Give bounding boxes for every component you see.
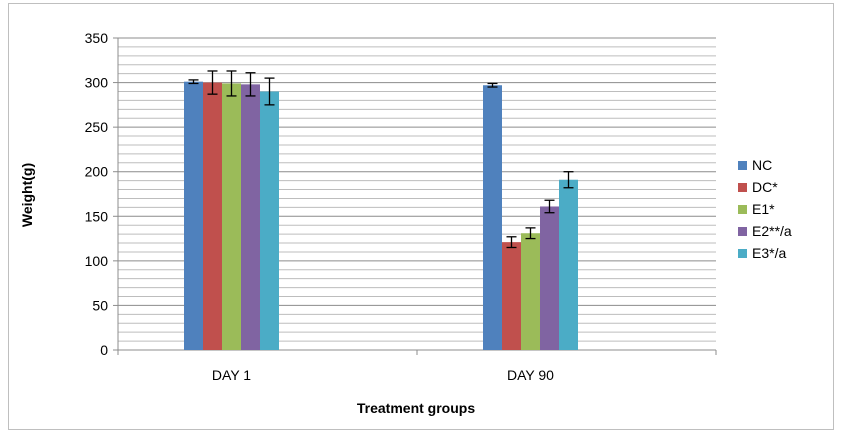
legend: NC DC* E1* E2**/a E3*/a — [738, 157, 792, 261]
y-tick-label: 150 — [85, 208, 109, 224]
x-tick-label: DAY 90 — [507, 367, 554, 383]
legend-label: DC* — [752, 179, 778, 195]
bar — [222, 83, 241, 350]
bar — [203, 82, 222, 351]
legend-swatch — [738, 183, 747, 192]
y-tick-label: 100 — [85, 253, 109, 269]
bar — [483, 85, 502, 350]
x-axis-ticks: DAY 1 DAY 90 — [117, 350, 717, 383]
legend-swatch — [738, 227, 747, 236]
x-axis-title: Treatment groups — [357, 400, 475, 416]
legend-label: E1* — [752, 201, 775, 217]
bar — [260, 91, 279, 350]
bar — [241, 84, 260, 351]
legend-label: E3*/a — [752, 245, 786, 261]
x-tick-label: DAY 1 — [212, 367, 251, 383]
y-tick-label: 250 — [85, 119, 109, 135]
legend-swatch — [738, 205, 747, 214]
legend-label: NC — [752, 157, 772, 173]
bar — [502, 242, 521, 350]
legend-swatch — [738, 161, 747, 170]
bars — [184, 70, 578, 351]
bar — [540, 206, 559, 350]
y-tick-label: 0 — [100, 342, 108, 358]
bar — [559, 179, 578, 350]
bar — [521, 233, 540, 350]
y-axis-title: Weight(g) — [19, 163, 35, 227]
legend-swatch — [738, 249, 747, 258]
legend-label: E2**/a — [752, 223, 792, 239]
y-tick-label: 50 — [92, 297, 108, 313]
bar — [184, 81, 203, 351]
y-tick-label: 200 — [85, 164, 109, 180]
y-axis-ticks: 0 50 100 150 200 250 300 350 — [85, 30, 118, 358]
y-tick-label: 350 — [85, 30, 109, 46]
y-tick-label: 300 — [85, 75, 109, 91]
